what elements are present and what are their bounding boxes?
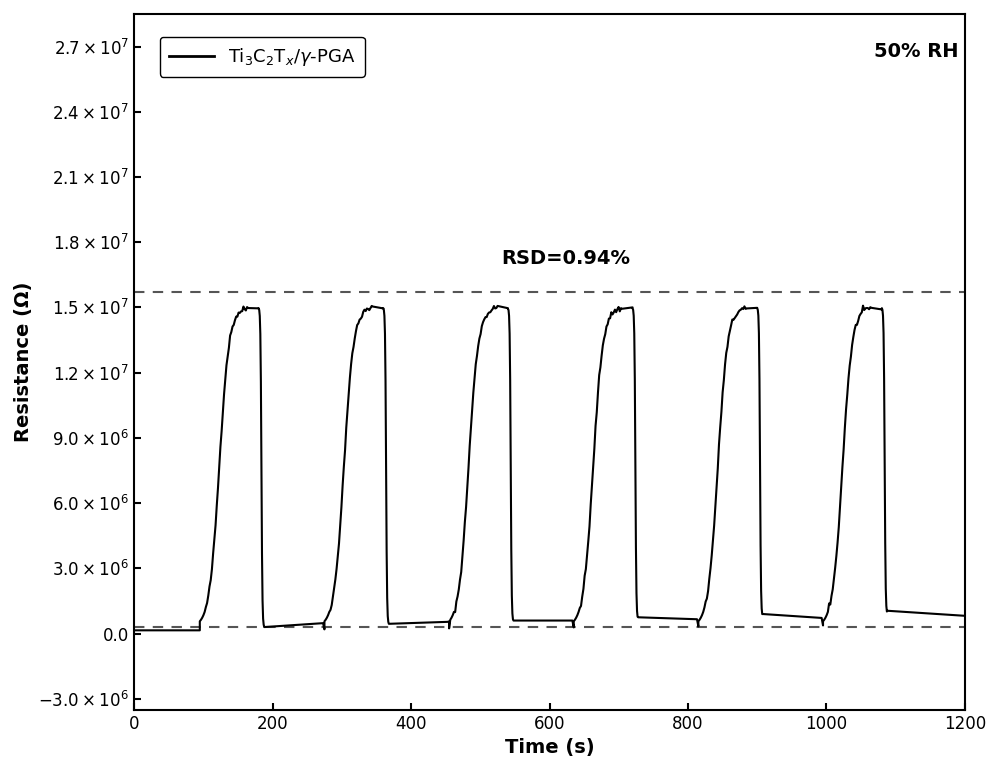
- Text: 50% RH: 50% RH: [874, 42, 958, 61]
- X-axis label: Time (s): Time (s): [505, 738, 594, 757]
- Y-axis label: Resistance (Ω): Resistance (Ω): [14, 281, 33, 442]
- Legend: Ti$_3$C$_2$T$_x$/$\gamma$-PGA: Ti$_3$C$_2$T$_x$/$\gamma$-PGA: [160, 37, 365, 77]
- Text: RSD=0.94%: RSD=0.94%: [501, 249, 630, 268]
